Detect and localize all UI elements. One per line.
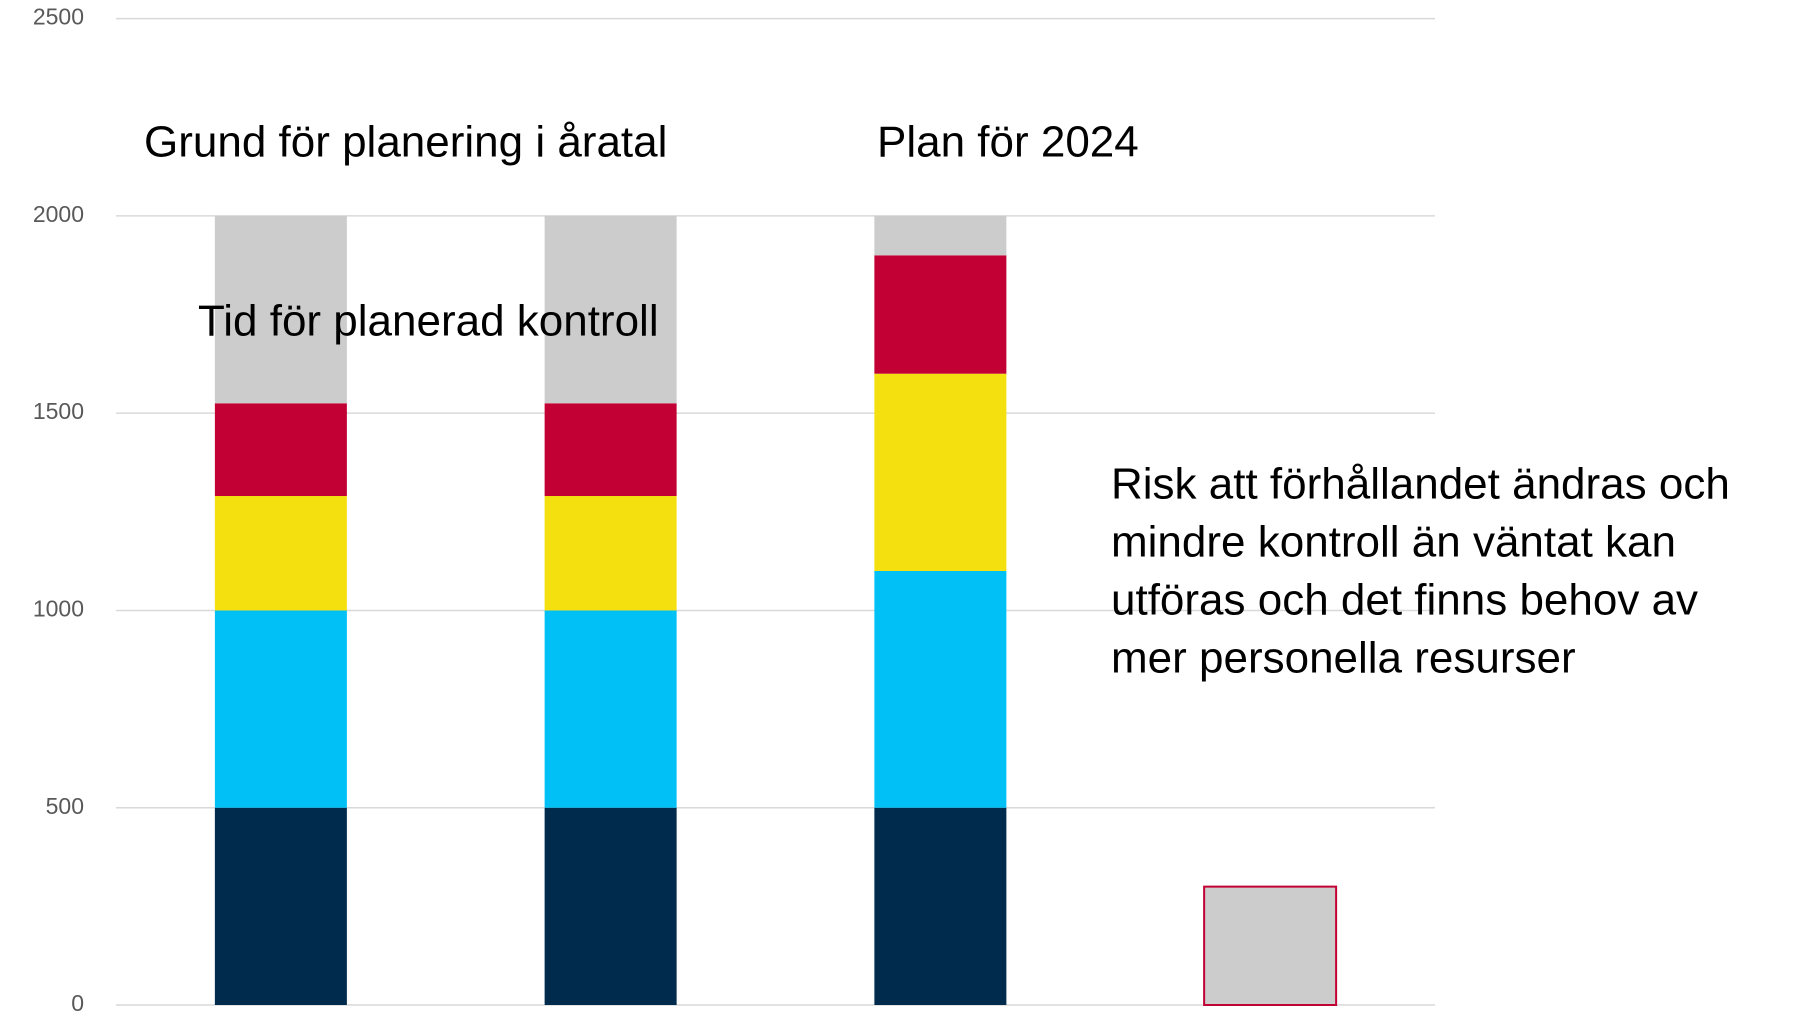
y-tick-label: 1000: [33, 596, 84, 622]
bar-segment: [544, 807, 677, 1005]
bar-segment: [874, 373, 1007, 571]
annotation: Grund för planering i åratal: [144, 118, 667, 167]
bar-segment: [214, 496, 347, 611]
y-tick-label: 0: [71, 990, 84, 1011]
bar-segment: [214, 807, 347, 1005]
y-tick-label: 2500: [33, 4, 84, 30]
bar-segment: [1203, 885, 1338, 1007]
annotation-line: utföras och det finns behov av: [1111, 576, 1698, 625]
bar-segment: [544, 496, 677, 611]
annotation-line: Risk att förhållandet ändras och: [1111, 460, 1730, 509]
bar-segment: [874, 255, 1007, 374]
annotation-line: mer personella resurser: [1111, 634, 1576, 683]
y-tick-label: 1500: [33, 398, 84, 424]
y-tick-label: 2000: [33, 201, 84, 227]
bar-segment: [544, 610, 677, 808]
annotation: Plan för 2024: [877, 118, 1139, 167]
bar-segment: [214, 215, 347, 404]
annotation-line: mindre kontroll än väntat kan: [1111, 518, 1676, 567]
bar-segment: [214, 403, 347, 497]
bar-segment: [874, 807, 1007, 1005]
y-tick-label: 500: [46, 793, 84, 819]
bar-segment: [544, 215, 677, 404]
bar-segment: [874, 570, 1007, 808]
bar-segment: [214, 610, 347, 808]
bar-segment: [874, 215, 1007, 256]
bar-segment: [544, 403, 677, 497]
annotation: Tid för planerad kontroll: [198, 297, 659, 346]
